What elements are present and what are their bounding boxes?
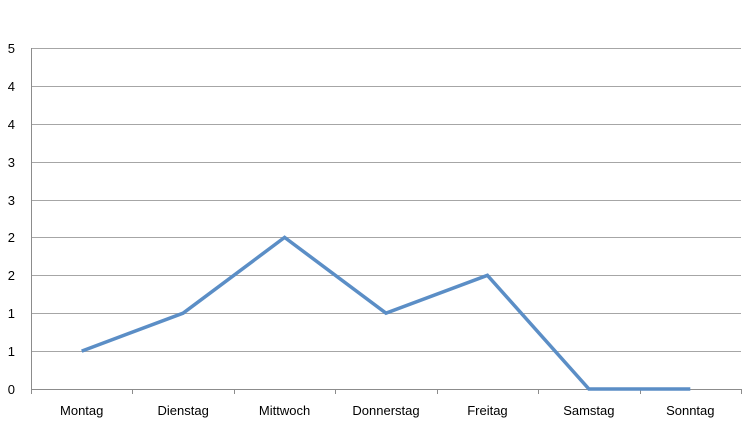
x-tick-label: Mittwoch [259, 403, 310, 418]
y-tick-label: 0 [8, 382, 15, 397]
x-tick-label: Montag [60, 403, 103, 418]
x-axis-tick-labels: Montag Dienstag Mittwoch Donnerstag Freitag S… [60, 403, 714, 418]
x-tick-label: Dienstag [157, 403, 208, 418]
series-layer [81, 235, 691, 391]
y-tick-label: 4 [8, 117, 15, 132]
y-tick-label: 2 [8, 268, 15, 283]
y-tick-label: 4 [8, 79, 15, 94]
x-tick-label: Sonntag [666, 403, 714, 418]
y-tick-label: 1 [8, 306, 15, 321]
gridlines [31, 48, 742, 394]
x-tick-label: Samstag [563, 403, 614, 418]
y-tick-label: 3 [8, 155, 15, 170]
x-tick-label: Donnerstag [352, 403, 419, 418]
y-tick-label: 5 [8, 41, 15, 56]
x-tick-label: Freitag [467, 403, 507, 418]
y-axis-tick-labels: 0 1 1 2 2 3 3 4 4 5 [8, 41, 15, 397]
y-tick-label: 2 [8, 230, 15, 245]
series-line [81, 235, 691, 391]
y-tick-label: 1 [8, 344, 15, 359]
y-tick-label: 3 [8, 193, 15, 208]
